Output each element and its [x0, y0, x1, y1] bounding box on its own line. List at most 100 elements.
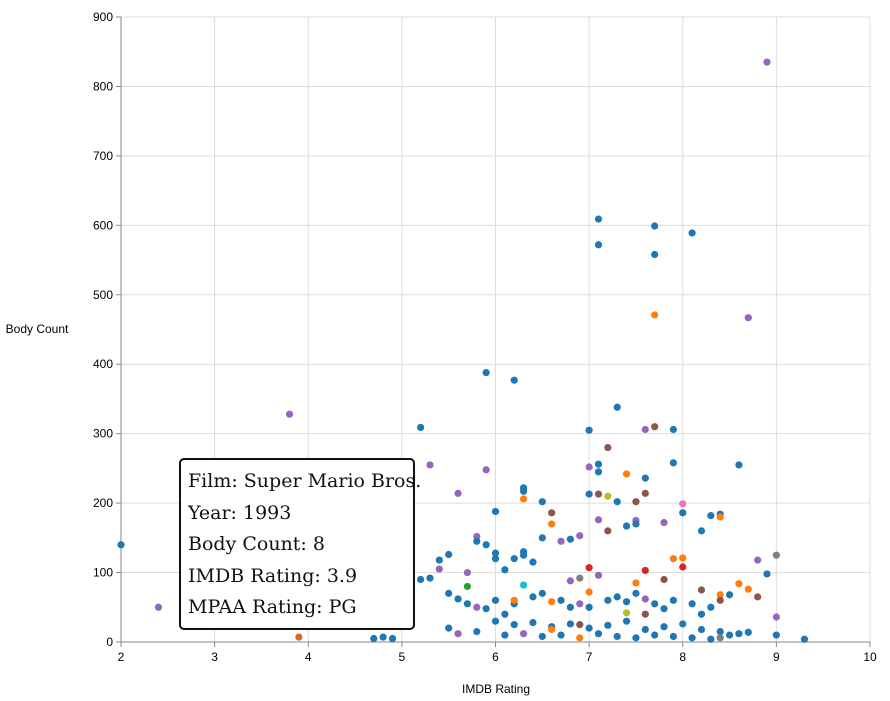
data-point[interactable]	[651, 222, 659, 230]
data-point[interactable]	[482, 466, 490, 474]
data-point[interactable]	[716, 634, 724, 642]
data-point[interactable]	[716, 591, 724, 599]
data-point[interactable]	[491, 596, 500, 604]
data-point[interactable]	[604, 527, 612, 535]
data-point[interactable]	[744, 628, 752, 636]
data-point[interactable]	[491, 549, 500, 557]
data-point[interactable]	[548, 509, 556, 517]
data-point[interactable]	[538, 589, 546, 597]
data-point[interactable]	[679, 554, 687, 562]
data-point[interactable]	[154, 603, 163, 611]
data-point[interactable]	[641, 595, 649, 603]
data-point[interactable]	[473, 627, 481, 636]
data-point[interactable]	[585, 426, 593, 434]
data-point[interactable]	[594, 215, 603, 223]
data-point[interactable]	[725, 591, 734, 599]
data-point[interactable]	[632, 579, 640, 587]
data-point[interactable]	[735, 461, 743, 469]
data-point[interactable]	[641, 474, 649, 482]
data-point[interactable]	[435, 565, 443, 573]
data-point[interactable]	[566, 535, 575, 543]
data-point[interactable]	[754, 593, 762, 601]
data-point[interactable]	[435, 556, 443, 564]
data-point[interactable]	[651, 423, 659, 431]
data-point[interactable]	[651, 311, 659, 319]
data-point[interactable]	[632, 589, 640, 597]
data-point[interactable]	[669, 459, 677, 467]
data-point[interactable]	[754, 556, 762, 564]
data-point[interactable]	[519, 495, 528, 503]
data-point[interactable]	[744, 314, 752, 322]
data-point[interactable]	[510, 555, 518, 563]
data-point[interactable]	[641, 625, 649, 634]
data-point[interactable]	[688, 229, 696, 237]
data-point[interactable]	[707, 603, 715, 611]
data-point[interactable]	[669, 632, 677, 641]
data-point[interactable]	[622, 522, 631, 530]
data-point[interactable]	[716, 627, 724, 636]
data-point[interactable]	[426, 461, 434, 469]
data-point[interactable]	[585, 490, 593, 498]
data-point[interactable]	[660, 605, 668, 613]
data-point[interactable]	[716, 596, 724, 604]
data-point[interactable]	[716, 513, 724, 521]
data-point[interactable]	[585, 624, 593, 632]
data-point[interactable]	[473, 603, 481, 611]
data-point[interactable]	[679, 620, 687, 628]
data-point[interactable]	[660, 518, 668, 527]
data-point[interactable]	[519, 487, 528, 495]
data-point[interactable]	[482, 541, 490, 549]
data-point[interactable]	[585, 588, 593, 596]
data-point[interactable]	[688, 600, 696, 608]
data-point[interactable]	[463, 582, 472, 591]
data-point[interactable]	[491, 555, 500, 563]
data-point[interactable]	[679, 509, 687, 517]
data-point[interactable]	[744, 585, 752, 593]
data-point[interactable]	[613, 593, 621, 601]
data-point[interactable]	[594, 516, 603, 524]
data-point[interactable]	[566, 577, 575, 585]
data-point[interactable]	[417, 575, 425, 584]
data-point[interactable]	[529, 558, 537, 566]
data-point[interactable]	[463, 568, 472, 577]
data-point[interactable]	[445, 624, 453, 632]
data-point[interactable]	[557, 596, 565, 604]
data-point[interactable]	[660, 623, 668, 631]
data-point[interactable]	[445, 550, 453, 559]
data-point[interactable]	[370, 634, 378, 643]
data-point[interactable]	[388, 634, 397, 643]
data-point[interactable]	[679, 500, 687, 508]
data-point[interactable]	[651, 631, 659, 639]
data-point[interactable]	[585, 564, 593, 572]
data-point[interactable]	[285, 410, 294, 418]
data-point[interactable]	[622, 609, 631, 617]
data-point[interactable]	[501, 566, 509, 574]
data-point[interactable]	[379, 633, 387, 641]
data-point[interactable]	[688, 634, 696, 642]
data-point[interactable]	[613, 632, 621, 641]
data-point[interactable]	[604, 621, 612, 629]
data-point[interactable]	[529, 593, 537, 601]
data-point[interactable]	[454, 489, 462, 497]
data-point[interactable]	[538, 498, 546, 506]
data-point[interactable]	[519, 581, 528, 589]
data-point[interactable]	[576, 621, 584, 629]
data-point[interactable]	[641, 566, 649, 575]
data-point[interactable]	[295, 633, 303, 641]
data-point[interactable]	[622, 617, 631, 625]
data-point[interactable]	[510, 621, 518, 629]
data-point[interactable]	[697, 625, 706, 634]
data-point[interactable]	[482, 368, 490, 377]
data-point[interactable]	[613, 498, 621, 506]
data-point[interactable]	[585, 603, 593, 611]
data-point[interactable]	[510, 596, 518, 604]
data-point[interactable]	[800, 635, 809, 643]
data-point[interactable]	[491, 617, 500, 625]
data-point[interactable]	[463, 600, 472, 608]
data-point[interactable]	[604, 443, 612, 452]
data-point[interactable]	[454, 595, 462, 603]
data-point[interactable]	[594, 630, 603, 638]
data-point[interactable]	[660, 575, 668, 584]
data-point[interactable]	[529, 618, 537, 627]
data-point[interactable]	[735, 630, 743, 638]
